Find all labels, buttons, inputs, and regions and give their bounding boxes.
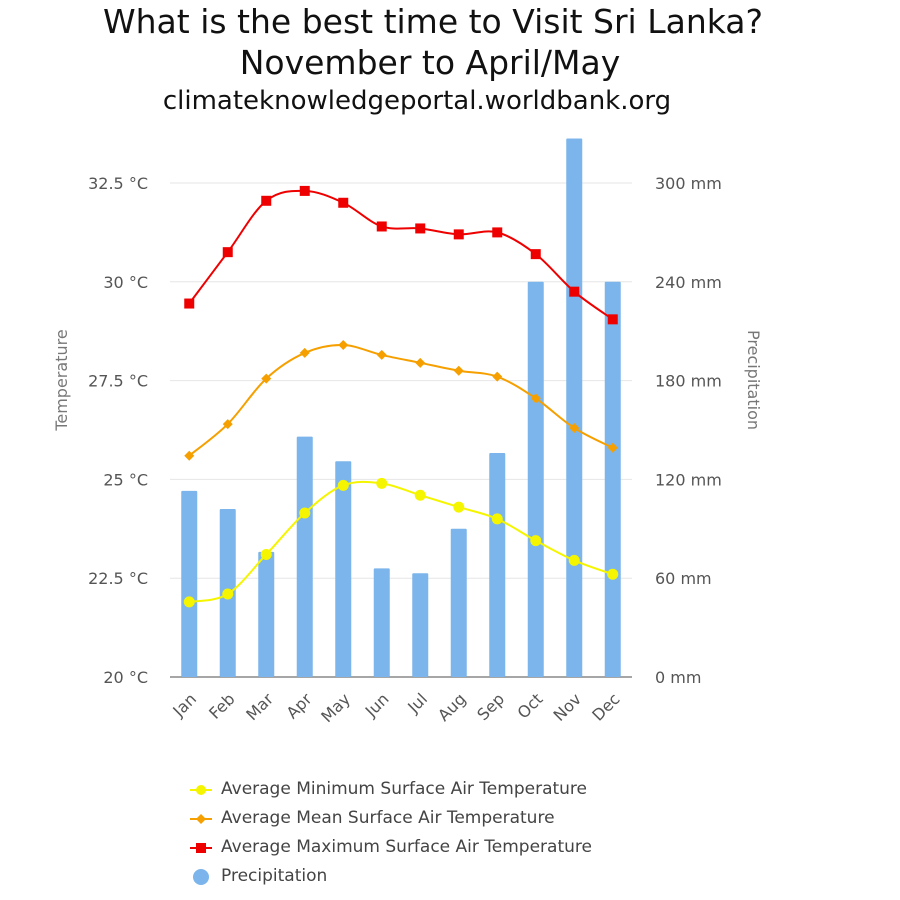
x-tick-label: Oct — [514, 689, 547, 722]
mean-temp-point — [184, 450, 195, 461]
right-tick-label: 120 mm — [655, 470, 722, 489]
left-tick-label: 27.5 °C — [88, 372, 148, 391]
min-temp-point — [453, 501, 465, 513]
min-temp-point — [222, 588, 234, 600]
x-tick-label: Jun — [361, 689, 393, 721]
max-temp-point — [569, 286, 580, 297]
legend-item[interactable]: Average Mean Surface Air Temperature — [221, 808, 555, 828]
left-axis-title: Temperature — [52, 329, 71, 431]
mean-temp-point — [607, 442, 618, 453]
x-tick-label: May — [317, 689, 354, 726]
right-axis-title: Precipitation — [744, 330, 763, 430]
max-temp-point — [607, 314, 618, 325]
series-line — [189, 480, 614, 603]
precipitation-bar — [450, 528, 467, 677]
left-tick-label: 20 °C — [103, 668, 148, 687]
max-temp-point — [299, 185, 310, 196]
legend-square-icon — [196, 843, 206, 853]
min-temp-point — [299, 507, 311, 519]
precipitation-bar — [412, 573, 429, 677]
min-temp-point — [568, 554, 580, 566]
precipitation-bar — [296, 436, 313, 677]
mean-temp-point — [338, 340, 349, 351]
min-temp-point — [414, 489, 426, 501]
series-line — [188, 189, 614, 321]
precipitation-bar — [489, 453, 506, 677]
precipitation-bar — [373, 568, 390, 677]
max-temp-point — [453, 229, 464, 240]
legend-item[interactable]: Precipitation — [221, 866, 328, 886]
precipitation-bar — [566, 138, 583, 678]
precipitation-bar — [527, 281, 544, 677]
series-line — [188, 344, 614, 457]
left-tick-label: 32.5 °C — [88, 174, 148, 193]
max-temp-point — [415, 223, 426, 234]
min-temp-point — [183, 596, 195, 608]
x-tick-label: Apr — [283, 689, 316, 722]
mean-temp-point — [299, 347, 310, 358]
precipitation-bar — [335, 461, 352, 677]
mean-temp-point — [222, 419, 233, 430]
right-tick-label: 300 mm — [655, 174, 722, 193]
right-tick-label: 180 mm — [655, 372, 722, 391]
x-tick-label: Jul — [403, 689, 431, 717]
max-temp-point — [492, 227, 503, 238]
min-temp-point — [376, 477, 388, 489]
x-tick-label: Sep — [473, 689, 508, 724]
min-temp-point — [607, 568, 619, 580]
min-temp-point — [491, 513, 503, 525]
max-temp-point — [184, 298, 195, 309]
max-temp-point — [530, 249, 541, 260]
mean-temp-point — [453, 365, 464, 376]
mean-temp-point — [415, 357, 426, 368]
right-tick-label: 240 mm — [655, 273, 722, 292]
legend-diamond-icon — [196, 814, 206, 824]
x-tick-label: Jan — [168, 689, 200, 721]
max-temp-point — [261, 195, 272, 206]
legend-item[interactable]: Average Maximum Surface Air Temperature — [221, 837, 592, 857]
left-tick-label: 25 °C — [103, 470, 148, 489]
x-tick-label: Aug — [434, 689, 470, 725]
precipitation-bar — [258, 551, 275, 677]
max-temp-point — [376, 221, 387, 232]
mean-temp-point — [530, 393, 541, 404]
min-temp-point — [530, 535, 542, 547]
mean-temp-point — [569, 423, 580, 434]
mean-temp-point — [261, 373, 272, 384]
mean-temp-point — [376, 349, 387, 360]
legend-item[interactable]: Average Minimum Surface Air Temperature — [221, 779, 587, 799]
min-temp-point — [337, 479, 349, 491]
legend-circle-icon — [193, 869, 209, 885]
precipitation-bar — [181, 490, 198, 677]
chart-title: What is the best time to Visit Sri Lanka… — [103, 2, 763, 41]
x-tick-label: Dec — [588, 689, 623, 724]
right-tick-label: 0 mm — [655, 668, 701, 687]
left-tick-label: 30 °C — [103, 273, 148, 292]
chart-source: climateknowledgeportal.worldbank.org — [162, 86, 672, 116]
x-tick-label: Mar — [242, 689, 277, 724]
max-temp-point — [338, 197, 349, 208]
precipitation-bar — [604, 281, 621, 677]
x-tick-label: Feb — [205, 689, 238, 722]
legend-circle-icon — [196, 785, 206, 795]
mean-temp-point — [492, 371, 503, 382]
x-tick-label: Nov — [550, 689, 586, 725]
chart-subtitle: November to April/May — [239, 43, 621, 82]
left-tick-label: 22.5 °C — [88, 569, 148, 588]
min-temp-point — [260, 548, 272, 560]
max-temp-point — [222, 247, 233, 258]
right-tick-label: 60 mm — [655, 569, 712, 588]
